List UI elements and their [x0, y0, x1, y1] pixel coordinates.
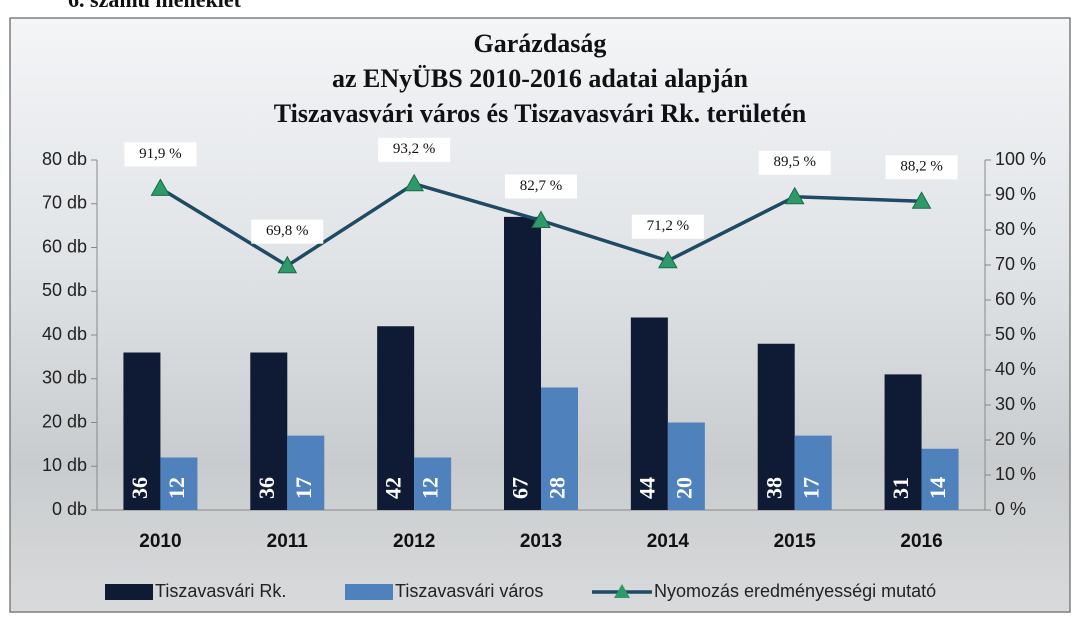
bar-value-label: 38 — [761, 477, 786, 499]
x-tick-label: 2011 — [267, 531, 309, 552]
x-tick-label: 2015 — [774, 531, 817, 552]
y2-tick-label: 10 % — [995, 464, 1036, 484]
bar-value-label: 17 — [291, 477, 316, 499]
y2-tick-label: 30 % — [995, 394, 1036, 414]
y-tick-label: 70 db — [42, 193, 87, 213]
line-value-label: 82,7 % — [520, 178, 563, 194]
x-tick-label: 2016 — [900, 531, 942, 552]
y-tick-label: 50 db — [42, 280, 87, 300]
bar-value-label: 28 — [545, 477, 570, 499]
y2-tick-label: 40 % — [995, 359, 1036, 379]
y2-tick-label: 20 % — [995, 429, 1036, 449]
bar-value-label: 42 — [381, 477, 406, 499]
line-value-label: 88,2 % — [900, 159, 943, 175]
bar-value-label: 20 — [671, 477, 696, 499]
chart: 6. számú melléklet Garázdaság az ENyÜBS 2… — [0, 0, 1081, 621]
line-value-label: 91,9 % — [139, 146, 182, 162]
y2-tick-label: 70 % — [995, 254, 1036, 274]
y2-tick-label: 100 % — [995, 149, 1046, 169]
chart-title: Tiszavasvári város és Tiszavasvári Rk. t… — [274, 99, 807, 128]
y-tick-label: 0 db — [52, 499, 87, 519]
bar-value-label: 67 — [508, 477, 533, 499]
y-tick-label: 20 db — [42, 411, 87, 431]
page-header: 6. számú melléklet — [68, 0, 242, 12]
bar — [504, 217, 541, 510]
y2-tick-label: 60 % — [995, 289, 1036, 309]
bar-value-label: 12 — [164, 477, 189, 499]
legend-label: Tiszavasvári Rk. — [155, 581, 286, 601]
y-tick-label: 80 db — [42, 149, 87, 169]
line-value-label: 93,2 % — [393, 141, 436, 157]
bar-value-label: 14 — [925, 477, 950, 499]
bar-value-label: 44 — [634, 477, 659, 499]
bar-value-label: 17 — [798, 477, 823, 499]
y2-tick-label: 50 % — [995, 324, 1036, 344]
legend-label: Nyomozás eredményességi mutató — [654, 581, 936, 601]
line-value-label: 69,8 % — [266, 223, 309, 239]
bar-value-label: 36 — [254, 477, 279, 499]
chart-title: Garázdaság — [474, 29, 607, 58]
x-tick-label: 2012 — [393, 531, 435, 552]
x-tick-label: 2014 — [647, 531, 690, 552]
bar-value-label: 31 — [888, 477, 913, 499]
bar-value-label: 36 — [127, 477, 152, 499]
y-tick-label: 30 db — [42, 368, 87, 388]
x-tick-label: 2013 — [520, 531, 562, 552]
legend-swatch — [105, 584, 153, 600]
y2-tick-label: 0 % — [995, 499, 1026, 519]
y-tick-label: 40 db — [42, 324, 87, 344]
y-tick-label: 60 db — [42, 236, 87, 256]
legend-label: Tiszavasvári város — [395, 581, 543, 601]
y-tick-label: 10 db — [42, 455, 87, 475]
y2-tick-label: 80 % — [995, 219, 1036, 239]
line-value-label: 89,5 % — [773, 154, 816, 170]
chart-title: az ENyÜBS 2010-2016 adatai alapján — [332, 64, 749, 93]
x-tick-label: 2010 — [139, 531, 181, 552]
line-value-label: 71,2 % — [647, 218, 690, 234]
bar-value-label: 12 — [418, 477, 443, 499]
y2-tick-label: 90 % — [995, 184, 1036, 204]
legend-swatch — [345, 584, 393, 600]
